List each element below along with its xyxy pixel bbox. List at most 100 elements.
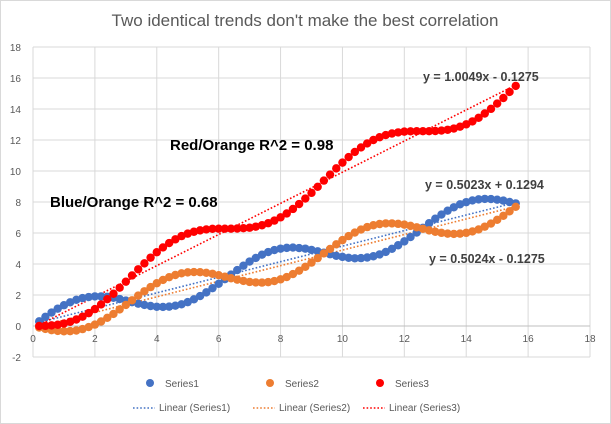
y-tick-label: 12 xyxy=(10,136,22,147)
point-series2 xyxy=(183,268,192,277)
point-series3 xyxy=(424,126,434,136)
point-series2 xyxy=(375,219,384,229)
point-series3 xyxy=(171,235,180,244)
point-series2 xyxy=(239,276,248,286)
point-series2 xyxy=(499,211,508,220)
legend-trendline-label: Linear (Series1) xyxy=(159,403,230,414)
y-tick-label: 10 xyxy=(10,167,22,178)
point-series2 xyxy=(257,278,267,287)
annotation-red-orange: Red/Orange R^2 = 0.98 xyxy=(170,137,333,154)
point-series1 xyxy=(47,308,56,317)
point-series2 xyxy=(65,326,75,336)
point-series1 xyxy=(332,251,341,260)
equation-series1: y = 0.5023x + 0.1294 xyxy=(425,178,544,192)
point-series1 xyxy=(474,195,483,204)
legend-label-series2: Series2 xyxy=(285,379,319,390)
point-series3 xyxy=(406,127,415,136)
point-series1 xyxy=(288,243,298,252)
point-series1 xyxy=(90,292,100,301)
point-series1 xyxy=(245,257,254,266)
x-tick-label: 0 xyxy=(30,334,36,345)
point-series1 xyxy=(41,312,50,322)
point-series3 xyxy=(239,223,248,233)
legend-label-series3: Series3 xyxy=(395,379,429,390)
point-series3 xyxy=(96,300,106,309)
point-series2 xyxy=(313,253,322,263)
point-series3 xyxy=(505,87,514,97)
point-series1 xyxy=(140,300,149,310)
legend: Series1 Series2 Series3 Linear (Series1) Lin… xyxy=(133,379,460,414)
point-series3 xyxy=(486,104,496,114)
point-series3 xyxy=(393,128,403,137)
point-series2 xyxy=(393,219,403,229)
point-series2 xyxy=(301,262,310,271)
point-series3 xyxy=(313,182,322,192)
point-series3 xyxy=(195,226,205,235)
point-series3 xyxy=(90,304,100,314)
point-series3 xyxy=(301,194,310,203)
point-series2 xyxy=(431,227,440,236)
point-series3 xyxy=(34,321,44,331)
point-series2 xyxy=(455,229,465,238)
point-series2 xyxy=(90,320,100,329)
point-series1 xyxy=(164,302,174,311)
point-series3 xyxy=(47,321,56,330)
point-series2 xyxy=(338,235,347,245)
point-series3 xyxy=(276,213,285,222)
point-series3 xyxy=(332,164,341,173)
point-series2 xyxy=(115,305,124,314)
point-series1 xyxy=(350,254,360,263)
point-series3 xyxy=(344,152,353,162)
y-tick-label: 8 xyxy=(15,198,21,209)
legend-marker-series3 xyxy=(376,379,384,387)
point-series3 xyxy=(499,93,508,103)
point-series2 xyxy=(263,277,273,287)
point-series1 xyxy=(276,244,285,253)
point-series3 xyxy=(282,209,291,218)
equation-series3: y = 1.0049x - 0.1275 xyxy=(423,70,539,84)
point-series1 xyxy=(431,214,440,223)
point-series2 xyxy=(146,282,155,292)
point-series3 xyxy=(270,216,279,225)
point-series1 xyxy=(338,252,347,262)
point-series2 xyxy=(288,269,298,279)
point-series3 xyxy=(146,253,155,262)
point-series2 xyxy=(195,268,205,277)
point-series2 xyxy=(59,327,69,336)
y-tick-label: 0 xyxy=(15,322,21,333)
point-series2 xyxy=(443,229,452,238)
point-series3 xyxy=(474,113,483,123)
point-series1 xyxy=(208,283,217,293)
equation-series2: y = 0.5024x - 0.1275 xyxy=(429,252,545,266)
point-series1 xyxy=(443,206,452,215)
point-series1 xyxy=(152,302,161,311)
point-series3 xyxy=(437,126,446,135)
point-series3 xyxy=(294,199,304,209)
point-series1 xyxy=(492,195,502,204)
point-series3 xyxy=(109,289,118,298)
point-series3 xyxy=(350,147,360,157)
y-tick-label: 6 xyxy=(15,229,21,240)
y-tick-label: 18 xyxy=(10,43,22,54)
point-series1 xyxy=(400,237,409,246)
point-series2 xyxy=(332,240,341,249)
point-series3 xyxy=(158,243,168,252)
point-series3 xyxy=(226,224,236,233)
point-series1 xyxy=(393,241,403,250)
trendline-series3 xyxy=(38,84,517,326)
point-series3 xyxy=(127,271,137,280)
point-series1 xyxy=(53,304,62,313)
point-series3 xyxy=(431,126,440,136)
point-series1 xyxy=(424,219,434,228)
point-series3 xyxy=(338,158,347,167)
point-series1 xyxy=(214,279,223,289)
trendline-series2 xyxy=(38,205,516,328)
point-series2 xyxy=(511,202,520,212)
x-tick-label: 16 xyxy=(523,334,535,345)
point-series3 xyxy=(103,294,112,304)
point-series3 xyxy=(208,224,217,234)
point-series2 xyxy=(505,207,514,216)
point-series3 xyxy=(412,126,421,136)
point-series2 xyxy=(245,277,254,287)
point-series2 xyxy=(294,266,304,275)
